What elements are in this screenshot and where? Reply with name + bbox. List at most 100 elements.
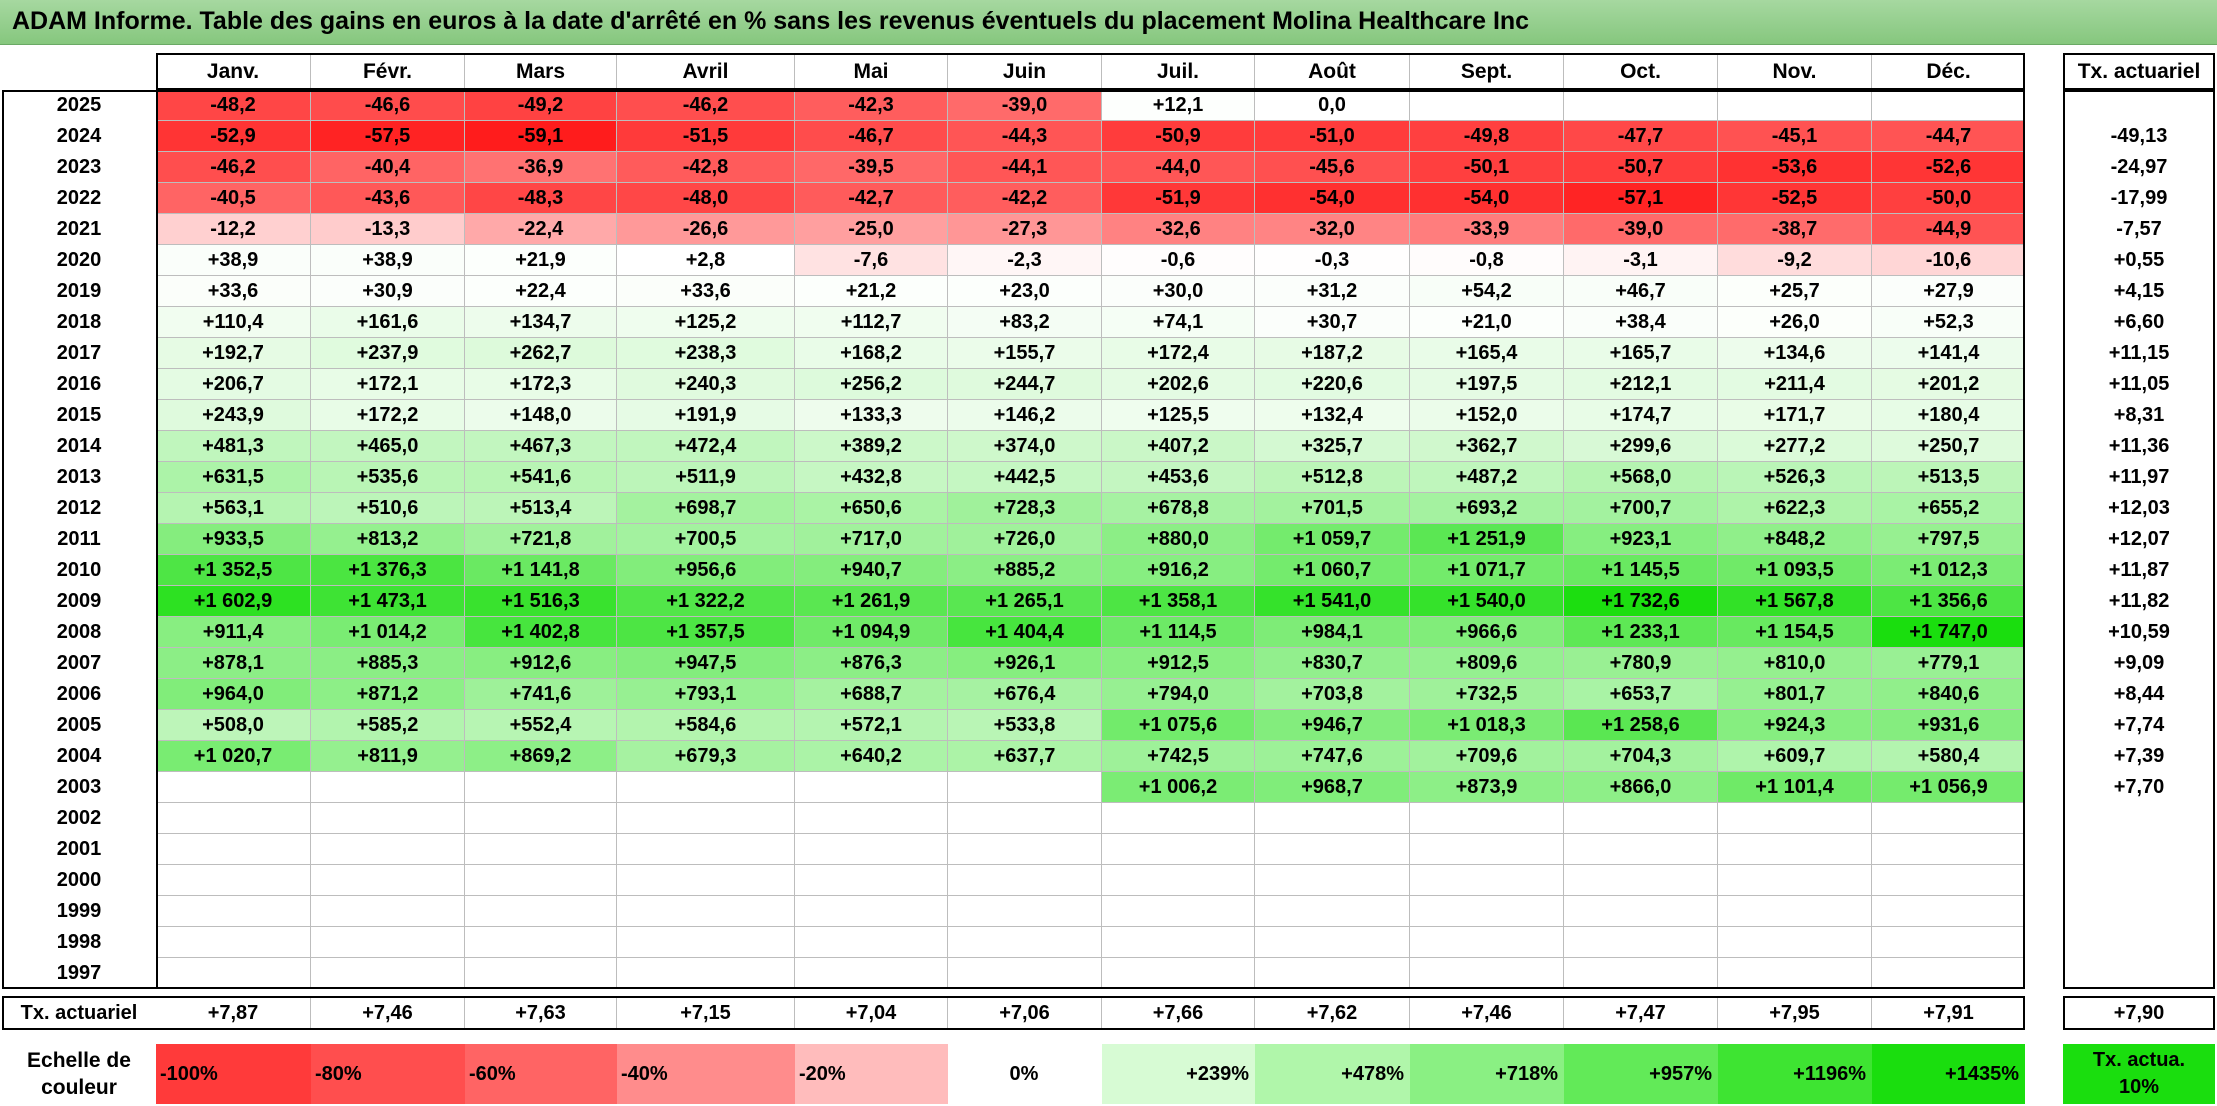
value-cell: +27,9 — [1872, 276, 2025, 307]
value-cell — [948, 772, 1102, 803]
value-cell: +325,7 — [1255, 431, 1410, 462]
value-cell — [1410, 896, 1564, 927]
year-label: 2005 — [2, 710, 156, 741]
value-cell: +26,0 — [1718, 307, 1872, 338]
value-cell: +472,4 — [617, 431, 795, 462]
value-cell: +911,4 — [156, 617, 311, 648]
value-cell: +1 101,4 — [1718, 772, 1872, 803]
value-cell — [1255, 865, 1410, 896]
value-cell: +700,5 — [617, 524, 795, 555]
value-cell: +873,9 — [1410, 772, 1564, 803]
year-label: 2008 — [2, 617, 156, 648]
value-cell: +407,2 — [1102, 431, 1255, 462]
value-cell: +125,2 — [617, 307, 795, 338]
value-cell: +1 012,3 — [1872, 555, 2025, 586]
value-cell — [1102, 803, 1255, 834]
value-cell: -32,6 — [1102, 214, 1255, 245]
year-label: 2024 — [2, 121, 156, 152]
value-cell: +809,6 — [1410, 648, 1564, 679]
value-cell: -50,9 — [1102, 121, 1255, 152]
value-cell: +465,0 — [311, 431, 465, 462]
value-cell: +568,0 — [1564, 462, 1718, 493]
value-cell: +1 356,6 — [1872, 586, 2025, 617]
footer-rate-cell: +7,46 — [311, 996, 465, 1030]
value-cell: -9,2 — [1718, 245, 1872, 276]
footer-rate-cell: +7,95 — [1718, 996, 1872, 1030]
value-cell: +693,2 — [1410, 493, 1564, 524]
month-header: Mai — [795, 53, 948, 90]
value-cell: +923,1 — [1564, 524, 1718, 555]
value-cell: +947,5 — [617, 648, 795, 679]
value-cell — [311, 865, 465, 896]
value-cell: +38,9 — [311, 245, 465, 276]
value-cell: +442,5 — [948, 462, 1102, 493]
annual-rate-cell: +11,97 — [2063, 462, 2215, 493]
value-cell: +211,4 — [1718, 369, 1872, 400]
value-cell: -43,6 — [311, 183, 465, 214]
value-cell: +161,6 — [311, 307, 465, 338]
value-cell: -54,0 — [1410, 183, 1564, 214]
month-header: Sept. — [1410, 53, 1564, 90]
value-cell: +526,3 — [1718, 462, 1872, 493]
value-cell: -46,2 — [156, 152, 311, 183]
value-cell: +946,7 — [1255, 710, 1410, 741]
annual-rate-cell: +10,59 — [2063, 617, 2215, 648]
value-cell: +609,7 — [1718, 741, 1872, 772]
value-cell: -42,2 — [948, 183, 1102, 214]
value-cell — [1872, 958, 2025, 989]
footer-rate-cell: +7,47 — [1564, 996, 1718, 1030]
year-label: 2025 — [2, 90, 156, 121]
value-cell — [617, 865, 795, 896]
value-cell: +655,2 — [1872, 493, 2025, 524]
annual-rate-cell: +7,74 — [2063, 710, 2215, 741]
value-cell: +793,1 — [617, 679, 795, 710]
value-cell: +1 006,2 — [1102, 772, 1255, 803]
value-cell — [1410, 803, 1564, 834]
value-cell: +21,0 — [1410, 307, 1564, 338]
month-header: Oct. — [1564, 53, 1718, 90]
value-cell — [1102, 958, 1255, 989]
value-cell — [1102, 865, 1255, 896]
value-cell: +174,7 — [1564, 400, 1718, 431]
value-cell: +21,9 — [465, 245, 617, 276]
value-cell: +38,4 — [1564, 307, 1718, 338]
value-cell: +840,6 — [1872, 679, 2025, 710]
value-cell: +510,6 — [311, 493, 465, 524]
value-cell — [311, 896, 465, 927]
value-cell — [1410, 90, 1564, 121]
value-cell: +709,6 — [1410, 741, 1564, 772]
value-cell: -52,5 — [1718, 183, 1872, 214]
annual-rate-cell: +11,05 — [2063, 369, 2215, 400]
value-cell: -33,9 — [1410, 214, 1564, 245]
color-scale-swatch: -20% — [795, 1044, 948, 1104]
value-cell: +1 358,1 — [1102, 586, 1255, 617]
annual-rate-cell — [2063, 896, 2215, 927]
annual-rate-cell: -7,57 — [2063, 214, 2215, 245]
value-cell: +511,9 — [617, 462, 795, 493]
value-cell: +30,9 — [311, 276, 465, 307]
year-label: 2011 — [2, 524, 156, 555]
value-cell — [311, 927, 465, 958]
value-cell: -59,1 — [465, 121, 617, 152]
value-cell: +703,8 — [1255, 679, 1410, 710]
month-header: Avril — [617, 53, 795, 90]
value-cell: +206,7 — [156, 369, 311, 400]
value-cell: +1 265,1 — [948, 586, 1102, 617]
value-cell: +880,0 — [1102, 524, 1255, 555]
value-cell: +33,6 — [156, 276, 311, 307]
value-cell: +134,7 — [465, 307, 617, 338]
value-cell: +584,6 — [617, 710, 795, 741]
value-cell — [617, 958, 795, 989]
value-cell: +1 404,4 — [948, 617, 1102, 648]
value-cell: +172,4 — [1102, 338, 1255, 369]
value-cell: +1 014,2 — [311, 617, 465, 648]
footer-rate-cell: +7,63 — [465, 996, 617, 1030]
footer-rate-cell: +7,91 — [1872, 996, 2025, 1030]
value-cell: -46,6 — [311, 90, 465, 121]
value-cell: +1 233,1 — [1564, 617, 1718, 648]
value-cell: +1 075,6 — [1102, 710, 1255, 741]
value-cell: -57,1 — [1564, 183, 1718, 214]
value-cell: +202,6 — [1102, 369, 1255, 400]
value-cell: +1 114,5 — [1102, 617, 1255, 648]
annual-rate-cell: +11,87 — [2063, 555, 2215, 586]
